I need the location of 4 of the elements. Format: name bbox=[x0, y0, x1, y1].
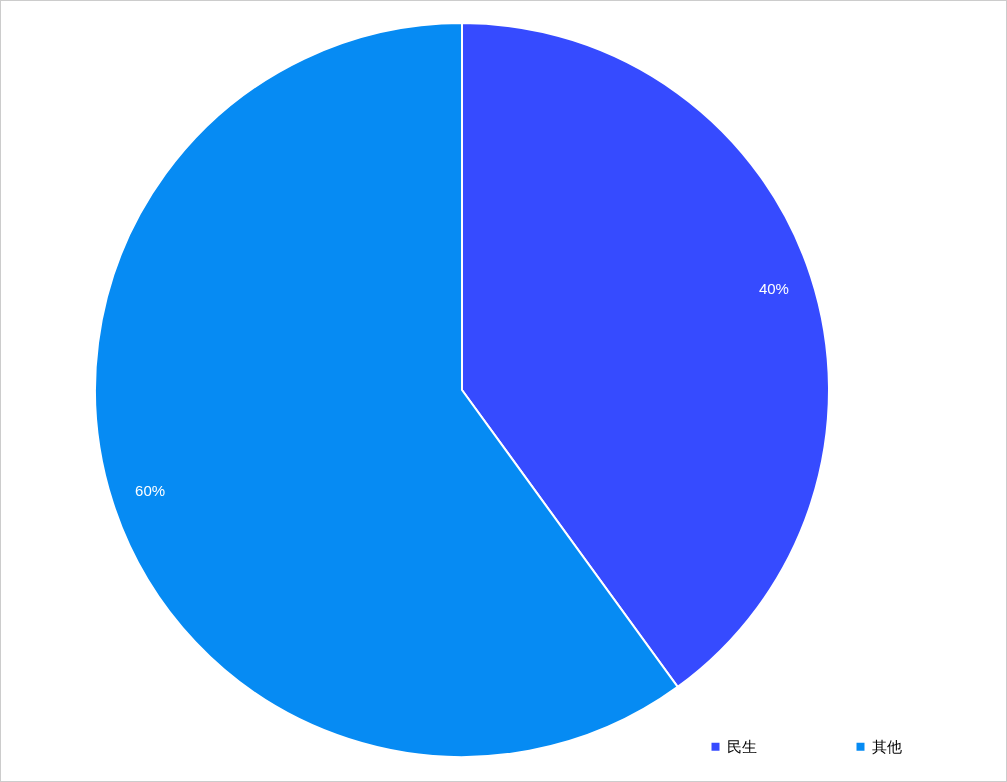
legend-label: 民生 bbox=[727, 737, 757, 756]
data-label: 40% bbox=[758, 279, 789, 297]
data-label: 60% bbox=[135, 482, 166, 500]
legend-label: 其他 bbox=[872, 737, 902, 756]
